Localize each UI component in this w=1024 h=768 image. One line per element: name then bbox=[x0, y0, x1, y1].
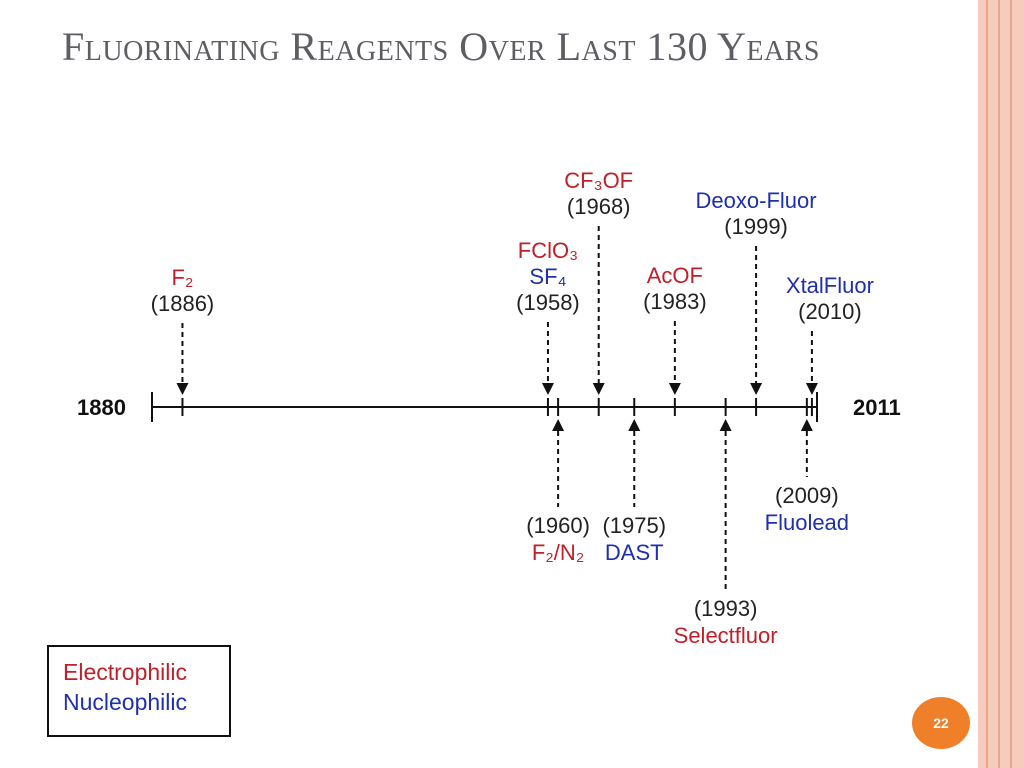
year-label: (1999) bbox=[724, 214, 788, 239]
reagent-label: Selectfluor bbox=[674, 623, 778, 648]
axis-end-label: 2011 bbox=[853, 395, 901, 420]
page-number-badge: 22 bbox=[912, 697, 970, 749]
year-label: (2010) bbox=[798, 299, 862, 324]
reagent-label: DAST bbox=[605, 540, 664, 565]
slide-right-border bbox=[978, 0, 1024, 768]
arrow-down bbox=[541, 383, 554, 395]
reagent-label: Deoxo-Fluor bbox=[696, 188, 817, 213]
year-label: (1886) bbox=[151, 291, 215, 316]
arrow-up bbox=[800, 419, 813, 431]
year-label: (2009) bbox=[775, 483, 839, 508]
reagent-label: CF₃OF bbox=[564, 168, 633, 193]
arrow-down bbox=[668, 383, 681, 395]
legend-electrophilic: Electrophilic bbox=[63, 659, 187, 685]
legend-nucleophilic: Nucleophilic bbox=[63, 689, 188, 715]
reagent-label: AcOF bbox=[647, 263, 703, 288]
arrow-up bbox=[552, 419, 565, 431]
legend-box: Electrophilic Nucleophilic bbox=[47, 645, 231, 737]
reagent-label: F₂ bbox=[171, 265, 193, 290]
arrow-down bbox=[750, 383, 763, 395]
border-stripe bbox=[1010, 0, 1012, 768]
axis-start-label: 1880 bbox=[77, 395, 126, 420]
reagent-label: F₂/N₂ bbox=[532, 540, 585, 565]
year-label: (1960) bbox=[526, 513, 590, 538]
slide-title: Fluorinating Reagents Over Last 130 Year… bbox=[62, 24, 820, 69]
reagent-label: FClO₃ bbox=[518, 238, 578, 263]
border-stripe bbox=[998, 0, 1000, 768]
year-label: (1983) bbox=[643, 289, 707, 314]
reagent-label: SF₄ bbox=[529, 264, 566, 289]
reagent-label: XtalFluor bbox=[786, 273, 874, 298]
arrow-up bbox=[628, 419, 641, 431]
reagent-label: Fluolead bbox=[765, 510, 849, 535]
year-label: (1968) bbox=[567, 194, 631, 219]
year-label: (1993) bbox=[694, 596, 758, 621]
arrow-down bbox=[176, 383, 189, 395]
year-label: (1975) bbox=[602, 513, 666, 538]
year-label: (1958) bbox=[516, 290, 580, 315]
border-stripe bbox=[986, 0, 988, 768]
arrow-down bbox=[592, 383, 605, 395]
arrow-down bbox=[805, 383, 818, 395]
arrow-up bbox=[719, 419, 732, 431]
